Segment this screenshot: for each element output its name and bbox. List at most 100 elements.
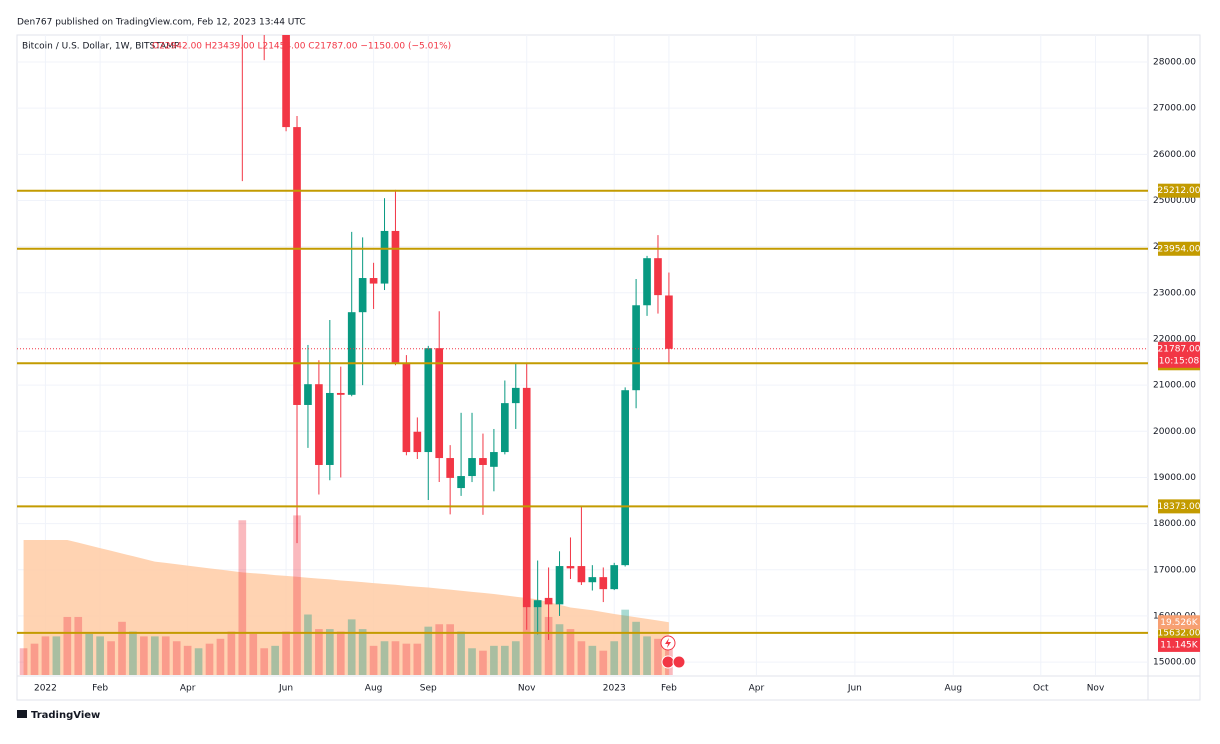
candle-body bbox=[610, 565, 619, 590]
volume-bar bbox=[249, 633, 258, 675]
volume-bar bbox=[501, 645, 509, 675]
candle-body bbox=[555, 566, 564, 605]
x-tick-label: Apr bbox=[180, 684, 196, 694]
x-tick-label: Oct bbox=[1033, 684, 1049, 694]
volume-bar bbox=[632, 621, 640, 675]
candle-body bbox=[282, 35, 290, 128]
candle-body bbox=[479, 458, 487, 465]
volume-bar bbox=[479, 650, 487, 675]
candle-body bbox=[490, 452, 498, 467]
y-tick-label: 17000.00 bbox=[1153, 565, 1196, 575]
candle-body bbox=[304, 384, 312, 405]
last-price-label: 21787.00 bbox=[1158, 344, 1201, 354]
y-tick-label: 18000.00 bbox=[1153, 519, 1196, 529]
volume-bar bbox=[402, 643, 411, 675]
candle-body bbox=[522, 387, 531, 608]
y-tick-label: 23000.00 bbox=[1153, 288, 1196, 298]
y-tick-label: 22000.00 bbox=[1153, 334, 1196, 344]
x-tick-label: Nov bbox=[518, 684, 536, 694]
volume-bar bbox=[358, 629, 367, 675]
volume-bar bbox=[544, 616, 553, 675]
volume-bar bbox=[511, 641, 520, 675]
volume-bar bbox=[194, 648, 203, 675]
volume-bar bbox=[610, 641, 619, 675]
level-tag bbox=[1158, 625, 1200, 640]
volume-bar bbox=[457, 631, 465, 675]
volume-bar bbox=[183, 645, 192, 675]
volume-bar bbox=[216, 638, 225, 675]
candle-body bbox=[566, 566, 575, 569]
volume-bar bbox=[380, 641, 389, 675]
volume-bar bbox=[490, 645, 498, 675]
volume-bar bbox=[435, 624, 444, 675]
level-tag bbox=[1158, 183, 1200, 198]
footer: TradingView bbox=[31, 710, 100, 721]
candle-body bbox=[402, 362, 411, 453]
volume-bar bbox=[52, 636, 61, 675]
volume-bar bbox=[74, 616, 83, 675]
y-tick-label: 20000.00 bbox=[1153, 427, 1196, 437]
volume-bar bbox=[238, 520, 247, 675]
candle-body bbox=[621, 390, 629, 566]
volume-bar bbox=[96, 636, 104, 675]
volume-bar bbox=[172, 641, 181, 675]
volume-bar bbox=[63, 616, 72, 675]
event-icon bbox=[665, 638, 671, 648]
volume-bar bbox=[85, 633, 94, 675]
volume-bar bbox=[161, 636, 170, 675]
candle-body bbox=[424, 348, 433, 453]
volume-bar bbox=[260, 648, 269, 675]
volume-bar bbox=[150, 636, 159, 675]
volume-bar bbox=[19, 648, 28, 675]
candle-body bbox=[643, 258, 651, 306]
candle-body bbox=[533, 600, 542, 608]
overlay-layer: 15000.0016000.0017000.0018000.0019000.00… bbox=[17, 58, 1201, 694]
volume-bar bbox=[304, 614, 312, 675]
legend-values: O22942.00 H23439.00 L21454.00 C21787.00 … bbox=[152, 42, 451, 52]
volume-bar bbox=[107, 641, 115, 675]
level-label: 25212.00 bbox=[1158, 186, 1201, 196]
y-tick-label: 27000.00 bbox=[1153, 104, 1196, 114]
y-tick-label: 19000.00 bbox=[1153, 473, 1196, 483]
event-icon[interactable] bbox=[672, 655, 686, 669]
volume-tag bbox=[1158, 615, 1200, 630]
candle-body bbox=[468, 458, 476, 477]
volume-bar bbox=[446, 624, 454, 675]
volume-bar bbox=[118, 621, 126, 675]
volume-bar bbox=[391, 641, 400, 675]
y-tick-label: 21000.00 bbox=[1153, 381, 1196, 391]
volume-bar bbox=[599, 650, 608, 675]
volume-bar bbox=[271, 645, 279, 675]
volume-bar bbox=[413, 643, 422, 675]
candle-body bbox=[654, 258, 662, 296]
volume-bar bbox=[205, 643, 214, 675]
candle-body bbox=[380, 230, 389, 284]
candle-body bbox=[336, 392, 345, 395]
candle-body bbox=[293, 127, 301, 405]
volume-bar bbox=[654, 638, 662, 675]
volume-bar bbox=[336, 631, 345, 675]
candle-body bbox=[446, 458, 454, 478]
x-tick-label: 2023 bbox=[603, 684, 626, 694]
volume-bar bbox=[533, 604, 542, 675]
logo-mark bbox=[17, 710, 27, 718]
volume-bar bbox=[522, 599, 531, 675]
volume-bar bbox=[468, 648, 476, 675]
y-tick-label: 25000.00 bbox=[1153, 196, 1196, 206]
x-tick-label: 2022 bbox=[34, 684, 57, 694]
volume-bar bbox=[30, 643, 39, 675]
volume-bar bbox=[621, 609, 629, 675]
candle-body bbox=[457, 476, 465, 489]
candle-body bbox=[511, 387, 520, 404]
candle-body bbox=[358, 278, 367, 313]
volume-bar bbox=[41, 636, 50, 675]
volume-ma-area bbox=[23, 539, 669, 675]
symbol: Bitcoin / U.S. Dollar, 1W, BITSTAMP bbox=[22, 42, 180, 52]
volume-bar bbox=[282, 631, 290, 675]
event-icon[interactable] bbox=[661, 655, 675, 669]
volume-bar bbox=[129, 631, 137, 675]
volume-bar bbox=[369, 645, 378, 675]
candle-body bbox=[315, 384, 323, 465]
volume-bar bbox=[577, 641, 586, 675]
